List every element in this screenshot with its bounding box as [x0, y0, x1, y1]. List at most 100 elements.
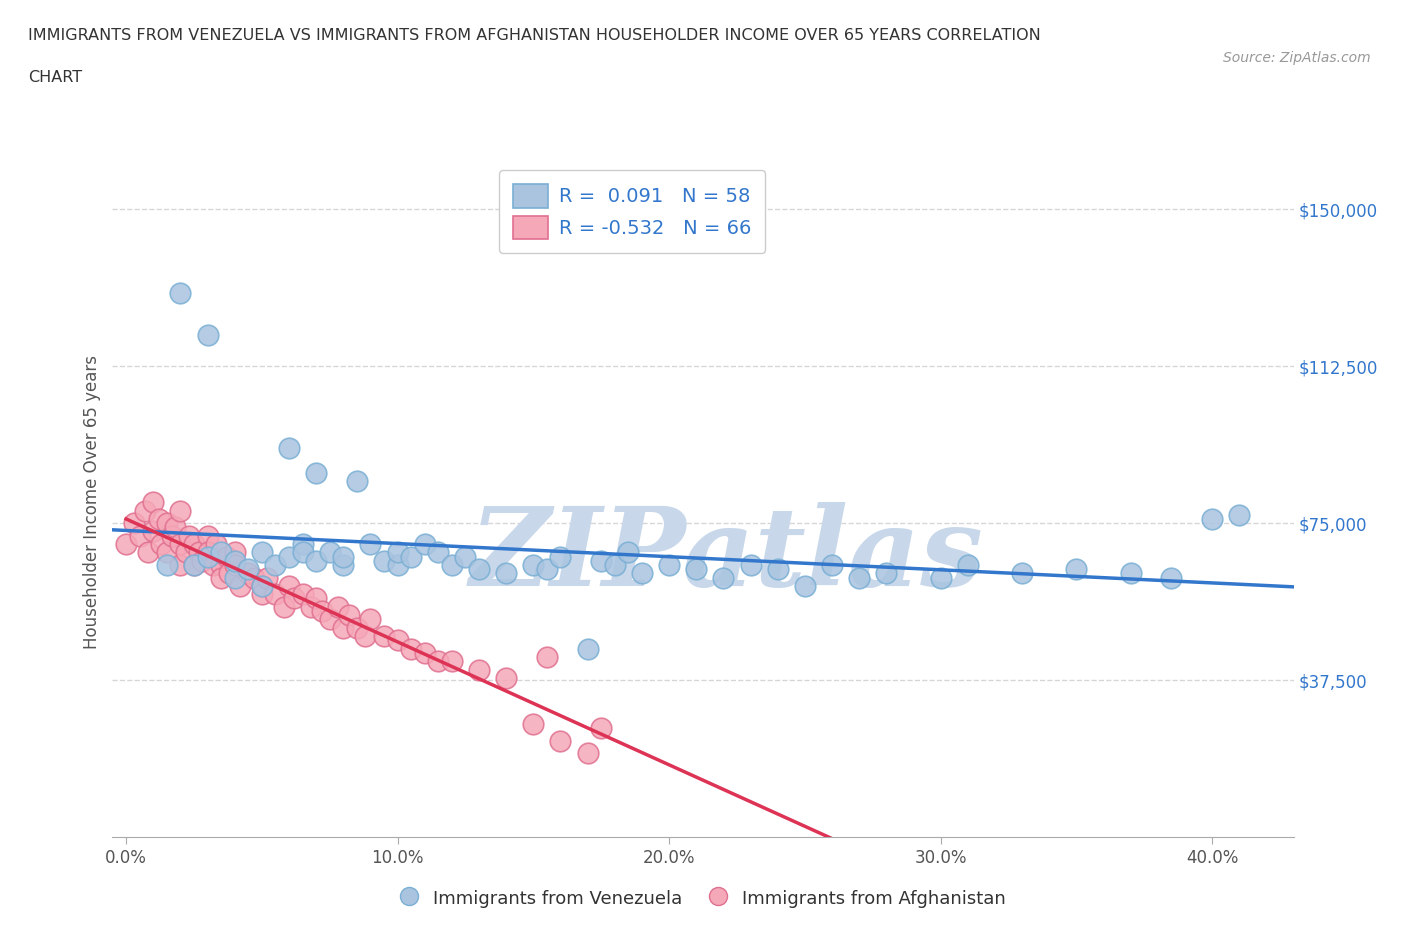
- Point: [163, 520, 186, 535]
- Point: [115, 537, 138, 551]
- Y-axis label: Householder Income Over 65 years: Householder Income Over 65 years: [83, 355, 101, 649]
- Point: [188, 545, 211, 560]
- Point: [311, 604, 333, 618]
- Point: [305, 553, 328, 568]
- Point: [1201, 512, 1223, 526]
- Point: [278, 578, 301, 593]
- Point: [326, 600, 349, 615]
- Point: [1066, 562, 1088, 577]
- Point: [273, 600, 295, 615]
- Point: [224, 553, 246, 568]
- Point: [150, 537, 173, 551]
- Point: [250, 587, 273, 602]
- Point: [413, 645, 436, 660]
- Point: [191, 553, 214, 568]
- Point: [142, 525, 165, 539]
- Point: [169, 558, 191, 573]
- Point: [821, 558, 844, 573]
- Point: [373, 553, 395, 568]
- Point: [142, 495, 165, 510]
- Point: [209, 558, 232, 573]
- Point: [427, 654, 450, 669]
- Point: [387, 545, 409, 560]
- Point: [305, 591, 328, 606]
- Point: [399, 549, 422, 564]
- Point: [550, 549, 572, 564]
- Point: [218, 565, 240, 580]
- Point: [197, 327, 219, 342]
- Point: [183, 537, 205, 551]
- Point: [387, 633, 409, 648]
- Point: [354, 629, 377, 644]
- Point: [197, 528, 219, 543]
- Point: [250, 578, 273, 593]
- Point: [169, 286, 191, 300]
- Point: [238, 565, 260, 580]
- Point: [468, 662, 491, 677]
- Point: [177, 528, 200, 543]
- Point: [440, 558, 463, 573]
- Point: [1119, 565, 1142, 580]
- Point: [591, 553, 613, 568]
- Point: [346, 620, 368, 635]
- Point: [495, 671, 517, 685]
- Point: [346, 474, 368, 489]
- Point: [283, 591, 305, 606]
- Point: [318, 612, 340, 627]
- Point: [332, 620, 354, 635]
- Point: [591, 721, 613, 736]
- Point: [224, 558, 246, 573]
- Point: [359, 612, 381, 627]
- Point: [1011, 565, 1033, 580]
- Point: [440, 654, 463, 669]
- Point: [305, 466, 328, 481]
- Point: [522, 558, 544, 573]
- Point: [929, 570, 952, 585]
- Point: [536, 650, 558, 665]
- Point: [278, 549, 301, 564]
- Point: [1160, 570, 1182, 585]
- Point: [427, 545, 450, 560]
- Point: [291, 537, 314, 551]
- Point: [875, 565, 897, 580]
- Point: [373, 629, 395, 644]
- Point: [197, 545, 219, 560]
- Point: [454, 549, 477, 564]
- Point: [197, 549, 219, 564]
- Point: [242, 570, 264, 585]
- Point: [617, 545, 640, 560]
- Point: [209, 570, 232, 585]
- Point: [956, 558, 979, 573]
- Point: [183, 558, 205, 573]
- Point: [156, 558, 179, 573]
- Point: [337, 608, 360, 623]
- Point: [256, 570, 278, 585]
- Point: [156, 516, 179, 531]
- Point: [359, 537, 381, 551]
- Point: [264, 587, 287, 602]
- Point: [224, 570, 246, 585]
- Point: [169, 503, 191, 518]
- Point: [299, 600, 322, 615]
- Point: [550, 733, 572, 748]
- Point: [229, 578, 252, 593]
- Point: [522, 717, 544, 732]
- Text: IMMIGRANTS FROM VENEZUELA VS IMMIGRANTS FROM AFGHANISTAN HOUSEHOLDER INCOME OVER: IMMIGRANTS FROM VENEZUELA VS IMMIGRANTS …: [28, 28, 1040, 43]
- Point: [264, 558, 287, 573]
- Point: [468, 562, 491, 577]
- Point: [148, 512, 170, 526]
- Point: [766, 562, 789, 577]
- Point: [576, 746, 599, 761]
- Point: [160, 528, 183, 543]
- Point: [201, 558, 224, 573]
- Point: [1227, 508, 1250, 523]
- Point: [399, 642, 422, 657]
- Text: ZIPatlas: ZIPatlas: [470, 502, 984, 609]
- Point: [215, 549, 238, 564]
- Point: [711, 570, 734, 585]
- Point: [122, 516, 145, 531]
- Point: [250, 578, 273, 593]
- Point: [156, 545, 179, 560]
- Point: [740, 558, 762, 573]
- Point: [658, 558, 681, 573]
